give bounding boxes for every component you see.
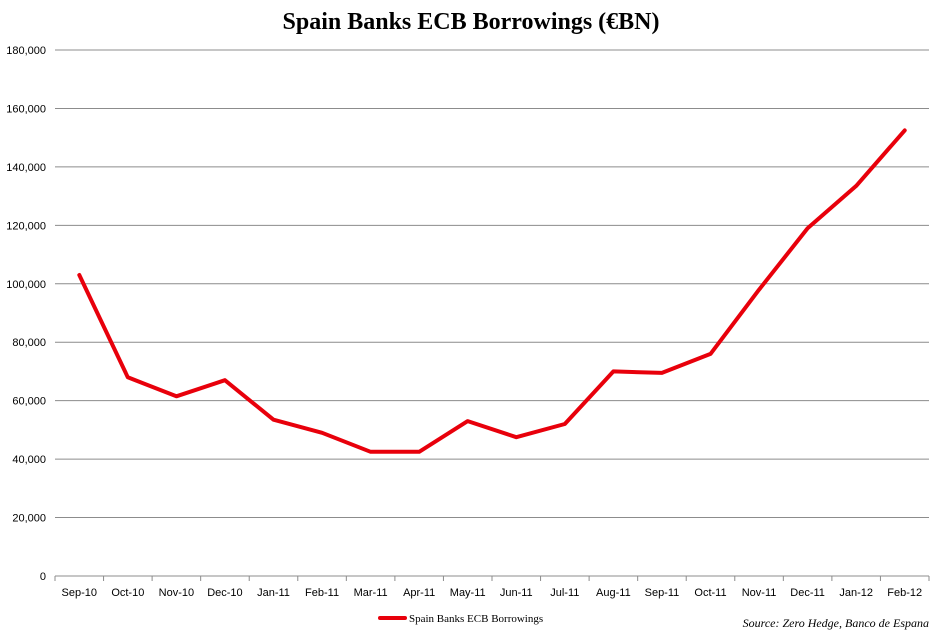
- x-tick-label: Sep-10: [62, 587, 97, 599]
- x-tick-label: Apr-11: [403, 587, 435, 599]
- x-tick-label: Jan-11: [257, 587, 290, 599]
- y-tick-label: 160,000: [6, 103, 46, 115]
- y-tick-label: 0: [40, 571, 46, 583]
- x-tick-label: Dec-11: [790, 587, 825, 599]
- y-tick-label: 40,000: [12, 454, 46, 466]
- x-tick-label: May-11: [450, 587, 486, 599]
- y-tick-label: 120,000: [6, 220, 46, 232]
- x-tick-label: Jul-11: [550, 587, 579, 599]
- y-tick-label: 180,000: [6, 45, 46, 57]
- x-tick-label: Jun-11: [500, 587, 533, 599]
- source-note: Source: Zero Hedge, Banco de Espana: [743, 616, 929, 630]
- x-tick-label: Sep-11: [645, 587, 680, 599]
- x-tick-label: Nov-11: [742, 587, 777, 599]
- chart-title: Spain Banks ECB Borrowings (€BN): [283, 9, 660, 35]
- x-tick-label: Nov-10: [159, 587, 194, 599]
- x-tick-label: Feb-12: [887, 587, 922, 599]
- y-tick-label: 100,000: [6, 279, 46, 291]
- x-tick-label: Jan-12: [839, 587, 873, 599]
- y-tick-label: 140,000: [6, 162, 46, 174]
- y-tick-label: 20,000: [12, 513, 46, 525]
- legend: Spain Banks ECB Borrowings: [378, 613, 543, 625]
- axes: [54, 575, 930, 581]
- y-tick-label: 60,000: [12, 396, 46, 408]
- x-tick-label: Oct-10: [111, 587, 144, 599]
- legend-label: Spain Banks ECB Borrowings: [409, 613, 543, 625]
- x-tick-label: Mar-11: [354, 587, 388, 599]
- x-tick-label: Aug-11: [596, 587, 631, 599]
- y-tick-label: 80,000: [12, 337, 46, 349]
- x-axis-tick-labels: Sep-10 Oct-10 Nov-10 Dec-10 Jan-11 Feb-11 Mar-…: [62, 587, 923, 599]
- x-tick-label: Feb-11: [305, 587, 339, 599]
- gridlines: [55, 49, 929, 519]
- x-tick-label: Oct-11: [694, 587, 726, 599]
- series-lines: [77, 128, 907, 454]
- series-line: [77, 128, 907, 454]
- x-tick-label: Dec-10: [207, 587, 242, 599]
- y-axis-tick-labels: 0 20,000 40,000 60,000 80,000 100,000 120,000 1…: [6, 45, 46, 583]
